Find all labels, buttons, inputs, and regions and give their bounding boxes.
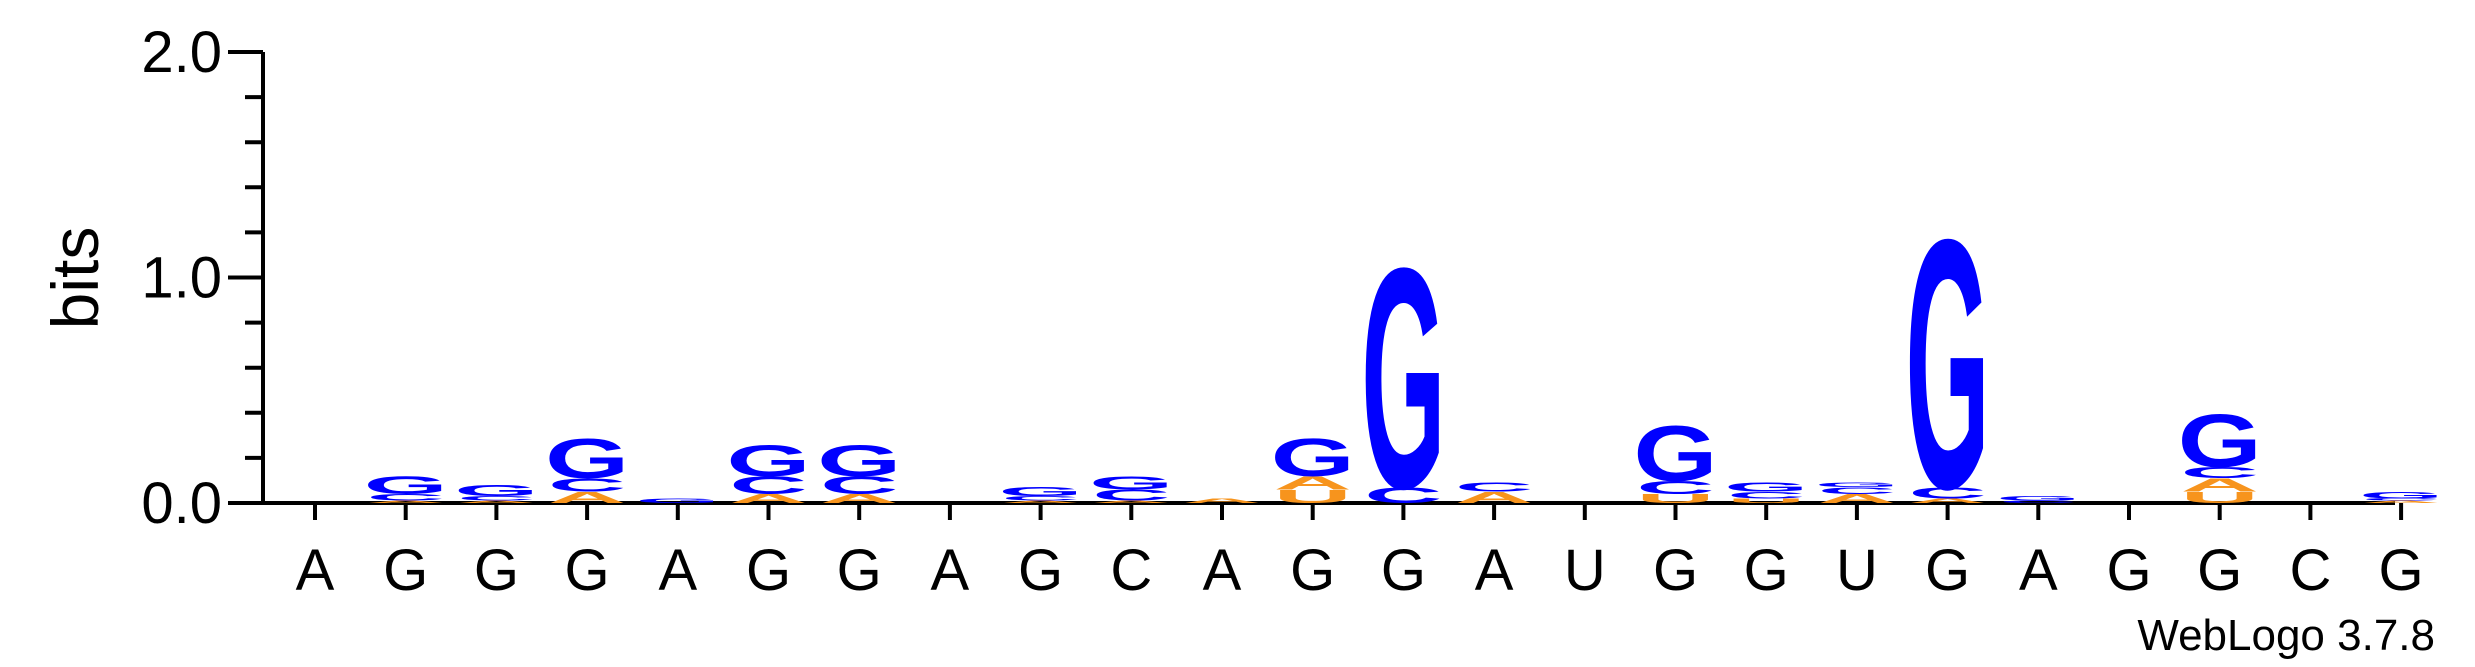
logo-letter-c: C	[1727, 490, 1805, 501]
x-tick-label: A	[1203, 538, 1242, 603]
logo-letter-a: A	[1455, 489, 1533, 506]
x-tick-label: C	[1110, 538, 1152, 603]
logo-letter-g: G	[636, 497, 720, 504]
logo-letter-g: G	[364, 471, 448, 499]
logo-letter-c: C	[1999, 500, 2077, 503]
x-tick-label: A	[931, 538, 970, 603]
logo-letter-a: A	[367, 500, 445, 503]
logo-letter-a: A	[1001, 500, 1079, 503]
x-tick-label: G	[383, 538, 428, 603]
y-axis-label: bits	[38, 227, 112, 330]
x-tick-label: G	[2106, 538, 2151, 603]
logo-letter-g: G	[1271, 428, 1355, 488]
logo-letter-g: G	[1089, 473, 1173, 494]
logo-letter-a: A	[1092, 500, 1170, 503]
y-tick-label: 1.0	[141, 246, 222, 311]
logo-letter-c: C	[729, 471, 807, 499]
x-tick-label: G	[1653, 538, 1698, 603]
logo-letter-c: C	[1818, 486, 1896, 497]
logo-letter-g: G	[2178, 398, 2262, 483]
logo-letter-u: U	[1274, 486, 1352, 507]
x-tick-label: G	[2379, 538, 2424, 603]
logo-letter-c: C	[2181, 464, 2259, 481]
logo-letter-c: C	[367, 492, 445, 503]
logo-letter-a: A	[1274, 473, 1352, 494]
x-tick-label: G	[1290, 538, 1335, 603]
logo-letter-u: U	[1727, 497, 1805, 504]
logo-letter-g: G	[726, 436, 810, 486]
x-tick-label: G	[1925, 538, 1970, 603]
logo-letter-g: G	[1815, 482, 1899, 489]
logo-letter-c: C	[1636, 477, 1714, 498]
x-tick-label: G	[837, 538, 882, 603]
logo-letter-g: G	[1361, 202, 1445, 554]
y-tick-label: 0.0	[141, 471, 222, 536]
logo-letter-a: A	[820, 492, 898, 506]
logo-letter-g: G	[1905, 165, 1989, 563]
x-tick-label: A	[658, 538, 697, 603]
x-tick-label: G	[746, 538, 791, 603]
weblogo-credit: WebLogo 3.7.8	[2137, 611, 2435, 660]
logo-letter-a: A	[1818, 492, 1896, 506]
logo-letter-g: G	[1996, 495, 2080, 502]
logo-letter-c: C	[820, 471, 898, 499]
x-tick-label: G	[565, 538, 610, 603]
logo-letter-a: A	[457, 500, 535, 503]
logo-letter-c: C	[1455, 480, 1533, 494]
logo-letter-a: A	[2181, 475, 2259, 496]
logo-letter-g: G	[1724, 480, 1808, 494]
logo-letter-a: A	[1908, 497, 1986, 504]
x-tick-label: C	[2289, 538, 2331, 603]
x-tick-label: G	[2197, 538, 2242, 603]
logo-letter-a: A	[548, 489, 626, 506]
x-tick-label: U	[1836, 538, 1878, 603]
logo-letter-c: C	[548, 475, 626, 496]
logo-letter-c: C	[1092, 487, 1170, 504]
x-tick-label: A	[2019, 538, 2058, 603]
logo-letter-u: U	[1636, 492, 1714, 506]
logo-letter-c: C	[1001, 495, 1079, 502]
x-tick-label: G	[1381, 538, 1426, 603]
logo-letter-g: G	[2359, 490, 2443, 501]
x-tick-label: A	[1475, 538, 1514, 603]
logo-letter-a: A	[1183, 497, 1261, 504]
logo-letter-u: U	[2181, 489, 2259, 506]
logo-letter-g: G	[454, 482, 538, 499]
logo-letter-c: C	[457, 495, 535, 502]
logo-letter-g: G	[998, 485, 1082, 499]
logo-letter-a: A	[729, 492, 807, 506]
x-tick-label: G	[1744, 538, 1789, 603]
logo-letter-c: C	[2362, 498, 2440, 501]
x-tick-label: U	[1564, 538, 1606, 603]
logo-letter-g: G	[817, 436, 901, 486]
logo-letter-g: G	[1633, 410, 1717, 498]
x-tick-label: A	[296, 538, 335, 603]
y-tick-label: 2.0	[141, 20, 222, 85]
y-ticks: 0.0 1.0 2.0	[141, 20, 263, 536]
logo-letter-g: G	[545, 428, 629, 491]
x-tick-label: G	[1018, 538, 1063, 603]
logo-letter-a: A	[2362, 500, 2440, 503]
logo-letter-c: C	[1908, 484, 1986, 501]
x-tick-label: G	[474, 538, 519, 603]
